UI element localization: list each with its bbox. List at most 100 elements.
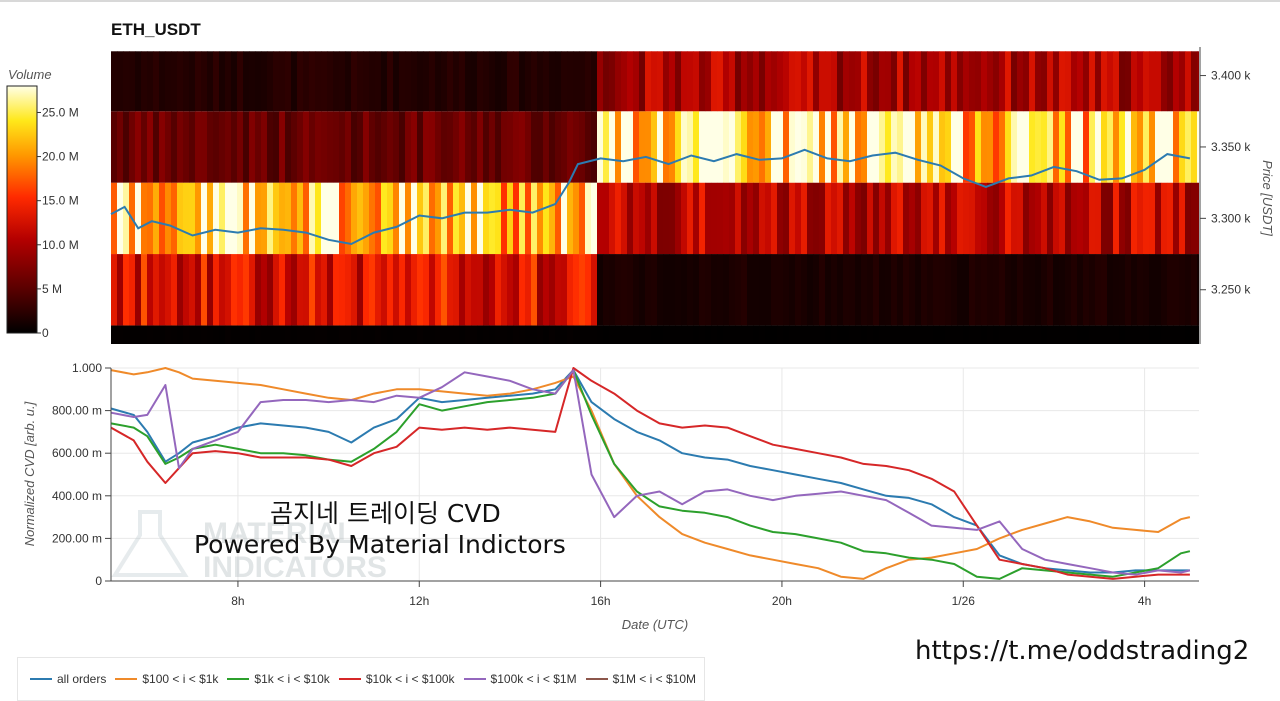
heatmap-cell [1113,111,1120,183]
heatmap-cell [417,325,424,344]
heatmap-cell [837,254,844,326]
heatmap-cell [129,325,136,344]
heatmap-cell [1017,325,1024,344]
heatmap-cell [459,51,466,112]
heatmap-cell [429,51,436,112]
heatmap-cell [861,325,868,344]
heatmap-cell [1023,325,1030,344]
cvd-x-tick-label: 20h [772,594,792,608]
heatmap-cell [903,111,910,183]
heatmap-cell [951,51,958,112]
heatmap-cell [849,51,856,112]
legend-item[interactable]: $1k < i < $10k [227,672,330,686]
heatmap-cell [939,111,946,183]
heatmap-cell [213,254,220,326]
heatmap-cell [573,111,580,183]
legend-item[interactable]: $100 < i < $1k [115,672,218,686]
heatmap-cell [579,254,586,326]
heatmap-cell [1191,51,1198,112]
heatmap-cell [915,111,922,183]
cvd-y-tick-label: 200.00 m [52,531,102,545]
heatmap-cell [987,51,994,112]
heatmap-cell [333,325,340,344]
legend-item[interactable]: $1M < i < $10M [585,672,696,686]
telegram-link[interactable]: https://t.me/oddstrading2 [915,636,1250,666]
cvd-x-tick-label: 8h [231,594,244,608]
heatmap-cell [273,51,280,112]
heatmap-cell [291,182,298,255]
heatmap-cell [957,254,964,326]
heatmap-cell [963,111,970,183]
heatmap-cell [1071,111,1078,183]
heatmap-cell [1119,51,1126,112]
heatmap-cell [867,254,874,326]
heatmap-cell [453,111,460,183]
heatmap-cell [375,111,382,183]
heatmap-cell [555,182,562,255]
cvd-y-tick-label: 800.00 m [52,404,102,418]
heatmap-cell [243,51,250,112]
heatmap-cell [507,51,514,112]
heatmap-cell [909,254,916,326]
heatmap-cell [195,182,202,255]
heatmap-cell [657,51,664,112]
heatmap-cell [885,111,892,183]
heatmap-cell [813,111,820,183]
heatmap-cell [1167,182,1174,255]
heatmap-cell [429,325,436,344]
heatmap-cell [957,325,964,344]
legend-item[interactable]: all orders [30,672,106,686]
heatmap-cell [117,325,124,344]
heatmap-cell [537,111,544,183]
heatmap-cell [711,182,718,255]
heatmap-cell [189,254,196,326]
heatmap-cell [771,254,778,326]
heatmap-cell [939,182,946,255]
heatmap-cell [159,111,166,183]
heatmap-cell [1005,182,1012,255]
heatmap-cell [333,111,340,183]
heatmap-cell [585,182,592,255]
heatmap-cell [141,325,148,344]
heatmap-cell [435,51,442,112]
heatmap-cell [795,325,802,344]
heatmap-cell [525,182,532,255]
heatmap-cell [687,182,694,255]
heatmap-cell [459,325,466,344]
heatmap-cell [405,325,412,344]
heatmap-cell [405,254,412,326]
heatmap-cell [681,182,688,255]
legend-item[interactable]: $10k < i < $100k [338,672,455,686]
heatmap-cell [153,182,160,255]
heatmap-panel [111,51,1199,344]
heatmap-cell [201,325,208,344]
heatmap-cell [1185,111,1192,183]
heatmap-cell [549,51,556,112]
heatmap-cell [393,182,400,255]
heatmap-cell [681,51,688,112]
heatmap-cell [603,182,610,255]
heatmap-cell [585,254,592,326]
heatmap-cell [801,254,808,326]
heatmap-cell [387,254,394,326]
heatmap-cell [441,254,448,326]
heatmap-cell [201,182,208,255]
heatmap-cell [855,325,862,344]
heatmap-cell [807,111,814,183]
heatmap-cell [861,111,868,183]
heatmap-cell [657,111,664,183]
heatmap-cell [375,254,382,326]
legend-item[interactable]: $100k < i < $1M [463,672,577,686]
heatmap-cell [861,254,868,326]
heatmap-cell [1137,111,1144,183]
heatmap-cell [321,182,328,255]
heatmap-cell [789,254,796,326]
heatmap-cell [411,111,418,183]
heatmap-cell [669,325,676,344]
heatmap-cell [855,182,862,255]
heatmap-cell [579,182,586,255]
heatmap-cell [945,111,952,183]
heatmap-cell [501,325,508,344]
heatmap-cell [447,51,454,112]
heatmap-cell [723,182,730,255]
